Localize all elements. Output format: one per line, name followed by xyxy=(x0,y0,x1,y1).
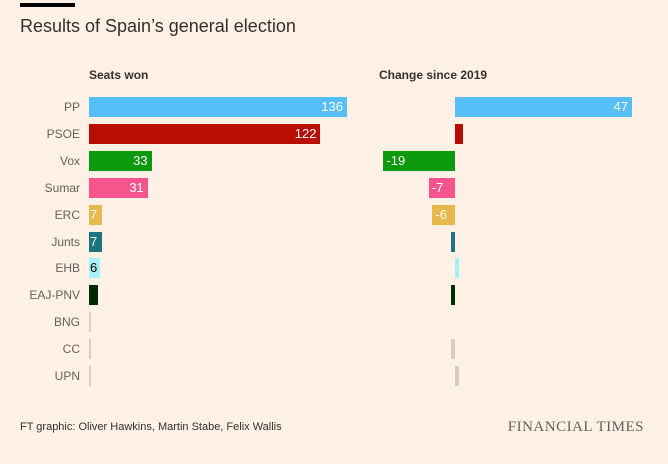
change-bar xyxy=(383,150,455,171)
category-label: EHB xyxy=(55,261,80,276)
category-label: BNG xyxy=(53,315,80,330)
seat-value-label: 6 xyxy=(90,260,98,276)
change-bar xyxy=(455,258,459,279)
seat-value-label: 122 xyxy=(294,125,317,141)
ft-logo: FINANCIAL TIMES xyxy=(507,419,644,435)
change-bar xyxy=(455,366,459,386)
category-label: Vox xyxy=(59,153,80,168)
change-value-label: -7 xyxy=(431,179,444,195)
seat-bar xyxy=(89,285,99,306)
seat-value-label: 7 xyxy=(90,233,98,249)
seat-bar xyxy=(89,123,321,144)
seat-value-label: 136 xyxy=(321,99,343,114)
seat-bar xyxy=(89,177,148,198)
seat-bar xyxy=(89,204,103,225)
seat-value-label: 31 xyxy=(129,179,144,195)
category-label: Sumar xyxy=(44,180,80,195)
change-value-label: -19 xyxy=(386,152,406,168)
category-label: PSOE xyxy=(46,126,80,141)
change-header: Change since 2019 xyxy=(379,68,488,82)
category-label: EAJ-PNV xyxy=(29,288,80,303)
seat-bar xyxy=(89,258,101,279)
seat-bar xyxy=(89,150,152,171)
category-label: ERC xyxy=(54,207,80,222)
change-bar xyxy=(432,204,455,225)
seat-bar xyxy=(89,366,91,386)
seat-value-label: 33 xyxy=(133,152,148,168)
chart-title: Results of Spain’s general election xyxy=(20,16,296,36)
change-bar xyxy=(451,285,455,306)
seat-bar xyxy=(89,231,103,252)
change-value-label: 47 xyxy=(613,99,628,114)
category-label: UPN xyxy=(54,369,80,383)
change-bar xyxy=(451,231,455,252)
category-label: CC xyxy=(62,342,80,357)
seat-bar xyxy=(89,339,91,360)
category-label: PP xyxy=(63,100,80,114)
seat-bar xyxy=(89,97,347,117)
change-bar xyxy=(455,123,463,144)
seats-header: Seats won xyxy=(89,68,149,82)
category-label: Junts xyxy=(51,234,80,249)
change-bar xyxy=(428,177,455,198)
change-value-label: -6 xyxy=(435,206,447,222)
accent-bar xyxy=(20,3,75,7)
change-bar xyxy=(451,339,455,360)
credit: FT graphic: Oliver Hawkins, Martin Stabe… xyxy=(20,421,282,433)
seat-bar xyxy=(89,312,91,333)
change-bar xyxy=(455,97,632,117)
seat-value-label: 7 xyxy=(90,206,98,222)
